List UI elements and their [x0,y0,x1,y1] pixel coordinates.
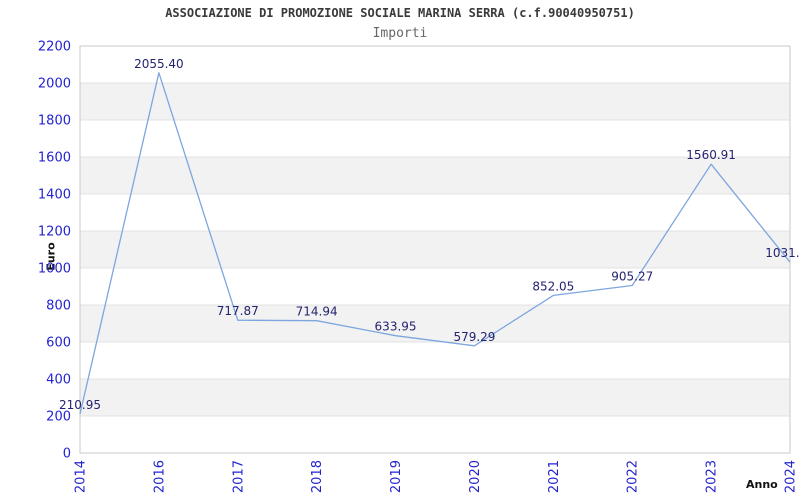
y-tick-label: 2000 [38,77,71,92]
y-tick-label: 1800 [38,114,71,129]
point-label: 633.95 [375,320,417,334]
point-label: 714.94 [296,305,338,319]
y-tick-label: 400 [46,373,71,388]
y-tick-label: 1200 [38,225,71,240]
chart-title: ASSOCIAZIONE DI PROMOZIONE SOCIALE MARIN… [165,6,635,20]
x-tick-label: 2022 [626,460,641,493]
x-tick-label: 2017 [231,460,246,493]
grid-band [80,83,790,120]
y-tick-label: 1000 [38,262,71,277]
chart-subtitle: Importi [372,26,428,41]
x-tick-label: 2014 [74,460,89,493]
point-label: 2055.40 [134,57,184,71]
point-label: 852.05 [532,279,574,293]
x-tick-label: 2024 [784,460,799,493]
point-label: 1031.44 [765,246,800,260]
x-tick-label: 2021 [547,460,562,493]
y-tick-label: 200 [46,410,71,425]
grid-band [80,379,790,416]
grid-band [80,157,790,194]
y-tick-label: 0 [63,447,71,462]
x-tick-label: 2020 [468,460,483,493]
x-tick-label: 2023 [705,460,720,493]
grid-band [80,231,790,268]
x-tick-label: 2018 [310,460,325,493]
y-tick-label: 800 [46,299,71,314]
grid-band [80,305,790,342]
point-label: 1560.91 [686,148,736,162]
point-label: 579.29 [453,330,495,344]
y-tick-label: 600 [46,336,71,351]
y-tick-label: 1600 [38,151,71,166]
point-label: 210.95 [59,398,101,412]
point-label: 905.27 [611,270,653,284]
y-tick-label: 1400 [38,188,71,203]
point-label: 717.87 [217,304,259,318]
x-tick-label: 2019 [389,460,404,493]
x-axis-title: Anno [746,478,778,491]
plot-border [79,45,791,454]
x-tick-label: 2016 [152,460,167,493]
y-tick-label: 2200 [38,40,71,55]
data-line-importi [79,72,791,415]
